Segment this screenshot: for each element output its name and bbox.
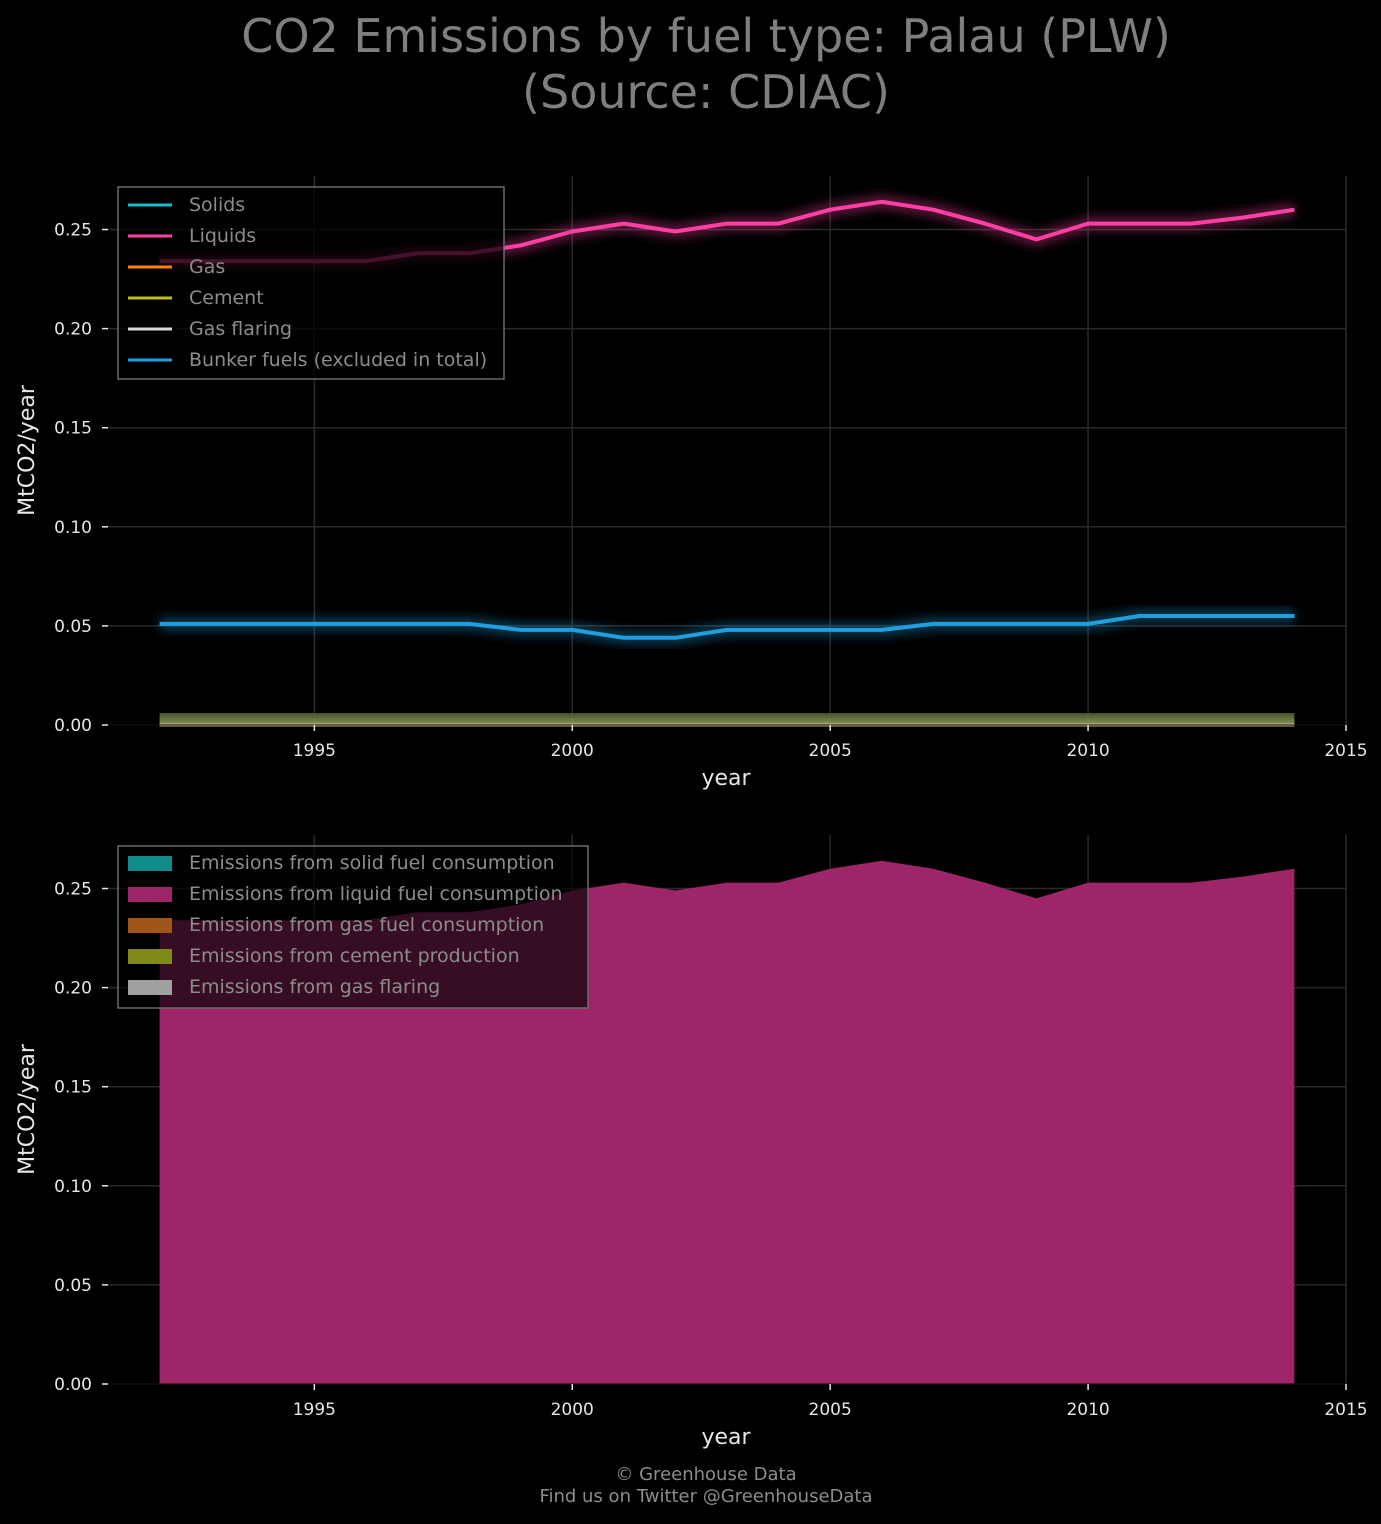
legend-swatch (128, 949, 172, 964)
legend-swatch (128, 980, 172, 995)
footer-twitter: Find us on Twitter @GreenhouseData (539, 1486, 873, 1507)
x-tick-label: 2005 (809, 741, 852, 761)
y-tick-label: 0.00 (54, 716, 92, 736)
x-tick-label: 2015 (1324, 1400, 1367, 1420)
x-tick-label: 2005 (809, 1400, 852, 1420)
legend-swatch (128, 856, 172, 871)
chart-title-line2: (Source: CDIAC) (522, 65, 890, 119)
y-axis-label: MtCO2/year (15, 384, 40, 516)
y-tick-label: 0.25 (54, 221, 92, 241)
legend-label: Emissions from liquid fuel consumption (189, 883, 563, 905)
legend-label: Emissions from gas flaring (189, 976, 440, 998)
y-tick-label: 0.05 (54, 1276, 92, 1296)
legend-label: Solids (189, 194, 245, 216)
ticks: 1995 2000 2005 2010 2015 0.00 0.05 0.10 0.15 0.20… (54, 221, 1367, 761)
x-tick-label: 2015 (1324, 741, 1367, 761)
chart-title: CO2 Emissions by fuel type: Palau (PLW) … (0, 8, 1381, 120)
y-tick-label: 0.00 (54, 1375, 92, 1395)
chart-title-line1: CO2 Emissions by fuel type: Palau (PLW) (241, 9, 1171, 63)
legend-label: Emissions from gas fuel consumption (189, 914, 544, 936)
footer: © Greenhouse Data Find us on Twitter @Gr… (0, 1464, 1381, 1508)
legend-box (117, 845, 589, 1009)
legend-swatch (128, 887, 172, 902)
x-tick-label: 1995 (293, 741, 336, 761)
legend-label: Cement (189, 287, 264, 309)
y-tick-label: 0.20 (54, 320, 92, 340)
legend: Solids Liquids Gas Cement Gas flaring Bunker … (117, 186, 505, 380)
legend-label: Liquids (189, 225, 256, 247)
y-tick-label: 0.15 (54, 1078, 92, 1098)
y-axis-label: MtCO2/year (15, 1043, 40, 1175)
zero-series-band (159, 713, 1295, 725)
line-chart: 1995 2000 2005 2010 2015 0.00 0.05 0.10 0.15 0.20… (15, 176, 1368, 791)
y-tick-label: 0.25 (54, 880, 92, 900)
area-chart: 1995 2000 2005 2010 2015 0.00 0.05 0.10 0.15 0.20… (15, 835, 1368, 1450)
y-tick-label: 0.10 (54, 1177, 92, 1197)
legend-label: Emissions from cement production (189, 945, 520, 967)
y-tick-label: 0.05 (54, 617, 92, 637)
x-tick-label: 2010 (1066, 741, 1109, 761)
legend-label: Emissions from solid fuel consumption (189, 852, 555, 874)
x-tick-label: 2000 (551, 1400, 594, 1420)
y-tick-label: 0.10 (54, 518, 92, 538)
y-tick-label: 0.15 (54, 419, 92, 439)
legend-label: Gas (189, 256, 225, 278)
ticks: 1995 2000 2005 2010 2015 0.00 0.05 0.10 0.15 0.20… (54, 880, 1367, 1420)
legend-label: Bunker fuels (excluded in total) (189, 349, 487, 371)
x-tick-label: 2010 (1066, 1400, 1109, 1420)
legend-label: Gas flaring (189, 318, 292, 340)
legend: Emissions from solid fuel consumption Emi… (117, 845, 589, 1009)
legend-box (117, 186, 505, 380)
legend-swatch (128, 918, 172, 933)
x-axis-label: year (701, 1425, 751, 1450)
y-tick-label: 0.20 (54, 979, 92, 999)
x-tick-label: 2000 (551, 741, 594, 761)
x-tick-label: 1995 (293, 1400, 336, 1420)
series-line (159, 614, 1295, 640)
footer-copyright: © Greenhouse Data (615, 1464, 797, 1485)
x-axis-label: year (701, 766, 751, 791)
